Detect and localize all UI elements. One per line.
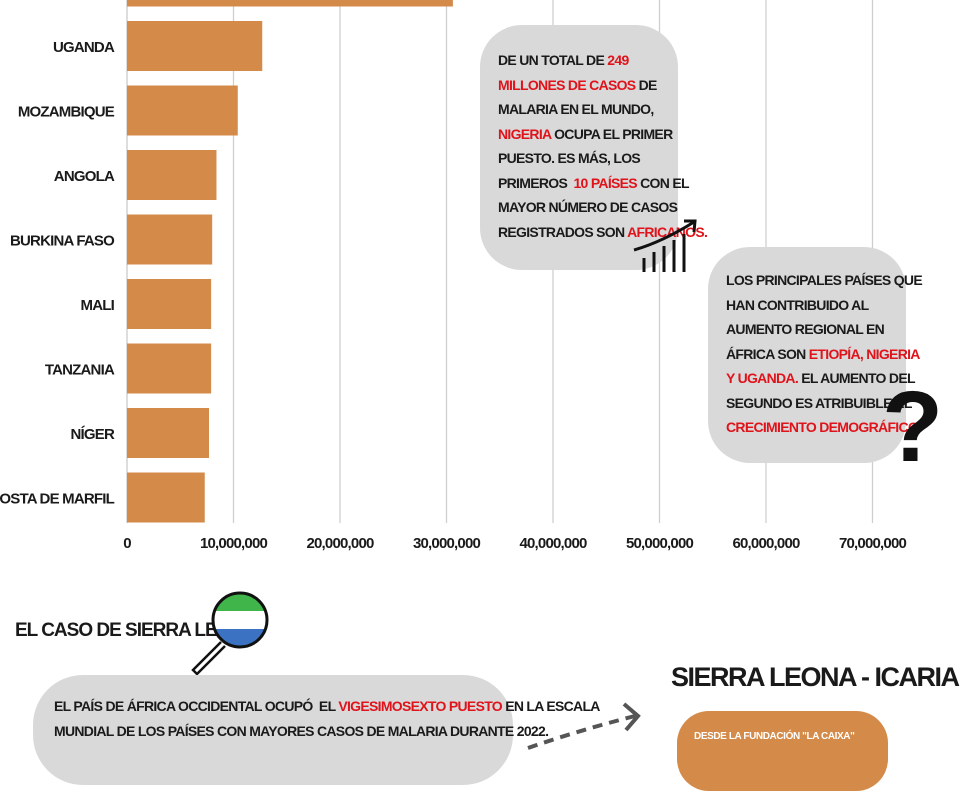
text-segment: LOS PRINCIPALES PAÍSES QUE [726, 272, 923, 288]
highlight-text: 249 [607, 52, 629, 68]
category-label: COSTA DE MARFIL [0, 491, 115, 508]
bar-chart: UGANDA MOZAMBIQUE ANGOLA BURKINA FASO MALI TA… [0, 0, 907, 552]
text-segment: PUESTO. ES MÁS, LOS [498, 150, 641, 166]
text-line: PRIMEROS 10 PAÍSES CON EL [498, 171, 707, 196]
bar [127, 408, 210, 458]
bar [127, 150, 217, 200]
category-label: TANZANIA [45, 362, 115, 379]
text-line: DE UN TOTAL DE 249 [498, 48, 707, 73]
text-segment: MALARIA EN EL MUNDO, [498, 101, 654, 117]
bar [127, 343, 212, 394]
section-title: EL CASO DE SIERRA LEONA [15, 620, 257, 641]
bar [127, 85, 238, 136]
x-tick-label: 40,000,000 [519, 535, 587, 552]
bar [127, 279, 212, 329]
highlight-text: Y UGANDA. [726, 370, 799, 386]
category-label: ANGOLA [54, 168, 115, 185]
highlight-text: NIGERIA [498, 125, 552, 142]
magnifier-flag-icon [191, 591, 269, 676]
fundacion-box-text: DESDE LA FUNDACIÓN "LA CAIXA" [694, 731, 855, 742]
text-line: HAN CONTRIBUIDO AL [726, 293, 922, 318]
x-tick-label: 0 [123, 535, 131, 552]
category-label: MALI [81, 297, 115, 314]
growth-chart-icon [633, 219, 697, 272]
text-segment: MUNDIAL DE LOS PAÍSES CON MAYORES CASOS … [54, 722, 549, 739]
bar [127, 214, 213, 265]
callout-total-cases-text: DE UN TOTAL DE 249 MILLONES DE CASOS DE MA… [498, 48, 708, 244]
category-label: BURKINA FASO [10, 233, 115, 250]
highlight-text: MILLONES DE CASOS [498, 76, 636, 93]
text-segment: OCUPA EL PRIMER [550, 125, 673, 142]
text-line: LOS PRINCIPALES PAÍSES QUE [726, 268, 923, 293]
x-tick-label: 10,000,000 [200, 535, 268, 552]
text-line: Y UGANDA. EL AUMENTO DEL [726, 366, 922, 391]
text-segment: AUMENTO REGIONAL EN [726, 321, 885, 337]
fundacion-box: DESDE LA FUNDACIÓN "LA CAIXA" [677, 711, 888, 791]
text-line: SEGUNDO ES ATRIBUIBLE AL [726, 391, 922, 416]
text-line: NIGERIA OCUPA EL PRIMER [498, 122, 707, 147]
text-segment: MAYOR NÚMERO DE CASOS [498, 199, 678, 215]
category-label: MOZAMBIQUE [18, 104, 115, 121]
highlight-text: CRECIMIENTO DEMOGRÁFICO. [726, 419, 922, 435]
text-line: MAYOR NÚMERO DE CASOS [498, 195, 707, 220]
sierra-leone-rank-text: EL PAÍS DE ÁFRICA OCCIDENTAL OCUPÓ EL VI… [54, 694, 600, 743]
callout-regional-increase [708, 247, 906, 463]
text-segment: EL AUMENTO DEL [798, 370, 915, 386]
bar [127, 0, 453, 7]
text-segment: SEGUNDO ES ATRIBUIBLE AL [726, 394, 912, 411]
x-tick-label: 30,000,000 [413, 535, 481, 552]
callout-total-cases [480, 25, 678, 270]
sierra-leone-icaria-title: SIERRA LEONA - ICARIA [671, 662, 960, 692]
question-mark-icon: ? [882, 371, 944, 483]
category-label: NÍGER [70, 426, 114, 443]
highlight-text: ETIOPÍA, NIGERIA [808, 345, 921, 362]
highlight-text: 10 PAÍSES [573, 174, 637, 191]
text-segment: DE [635, 76, 658, 93]
x-tick-label: 50,000,000 [626, 535, 694, 552]
text-segment: EL PAÍS DE ÁFRICA OCCIDENTAL OCUPÓ EL [54, 698, 339, 714]
text-segment: HAN CONTRIBUIDO AL [726, 296, 869, 313]
text-line: MUNDIAL DE LOS PAÍSES CON MAYORES CASOS … [54, 719, 600, 744]
text-segment: ÁFRICA SON [726, 345, 809, 362]
x-tick-label: 20,000,000 [306, 535, 374, 552]
text-line: MILLONES DE CASOS DE [498, 73, 707, 98]
text-line: AUMENTO REGIONAL EN [726, 317, 922, 342]
text-segment: PRIMEROS [498, 174, 574, 191]
text-line: ÁFRICA SON ETIOPÍA, NIGERIA [726, 342, 922, 367]
category-label: UGANDA [53, 39, 115, 56]
x-tick-label: 70,000,000 [839, 535, 907, 552]
text-segment: DE UN TOTAL DE [498, 52, 608, 68]
text-line: EL PAÍS DE ÁFRICA OCCIDENTAL OCUPÓ EL VI… [54, 694, 600, 719]
text-line: PUESTO. ES MÁS, LOS [498, 146, 707, 171]
x-tick-label: 60,000,000 [732, 535, 800, 552]
text-line: CRECIMIENTO DEMOGRÁFICO. [726, 415, 922, 440]
text-segment: CON EL [636, 174, 689, 191]
dashed-arrow-icon [527, 702, 641, 750]
bar [127, 472, 205, 523]
bar [127, 21, 263, 71]
text-line: MALARIA EN EL MUNDO, [498, 97, 707, 122]
highlight-text: VIGESIMOSEXTO PUESTO [338, 698, 502, 714]
text-segment: REGISTRADOS SON [498, 223, 628, 240]
callout-regional-increase-text: LOS PRINCIPALES PAÍSES QUE HAN CONTRIBUID… [726, 268, 923, 440]
text-segment: EN LA ESCALA [502, 698, 600, 714]
